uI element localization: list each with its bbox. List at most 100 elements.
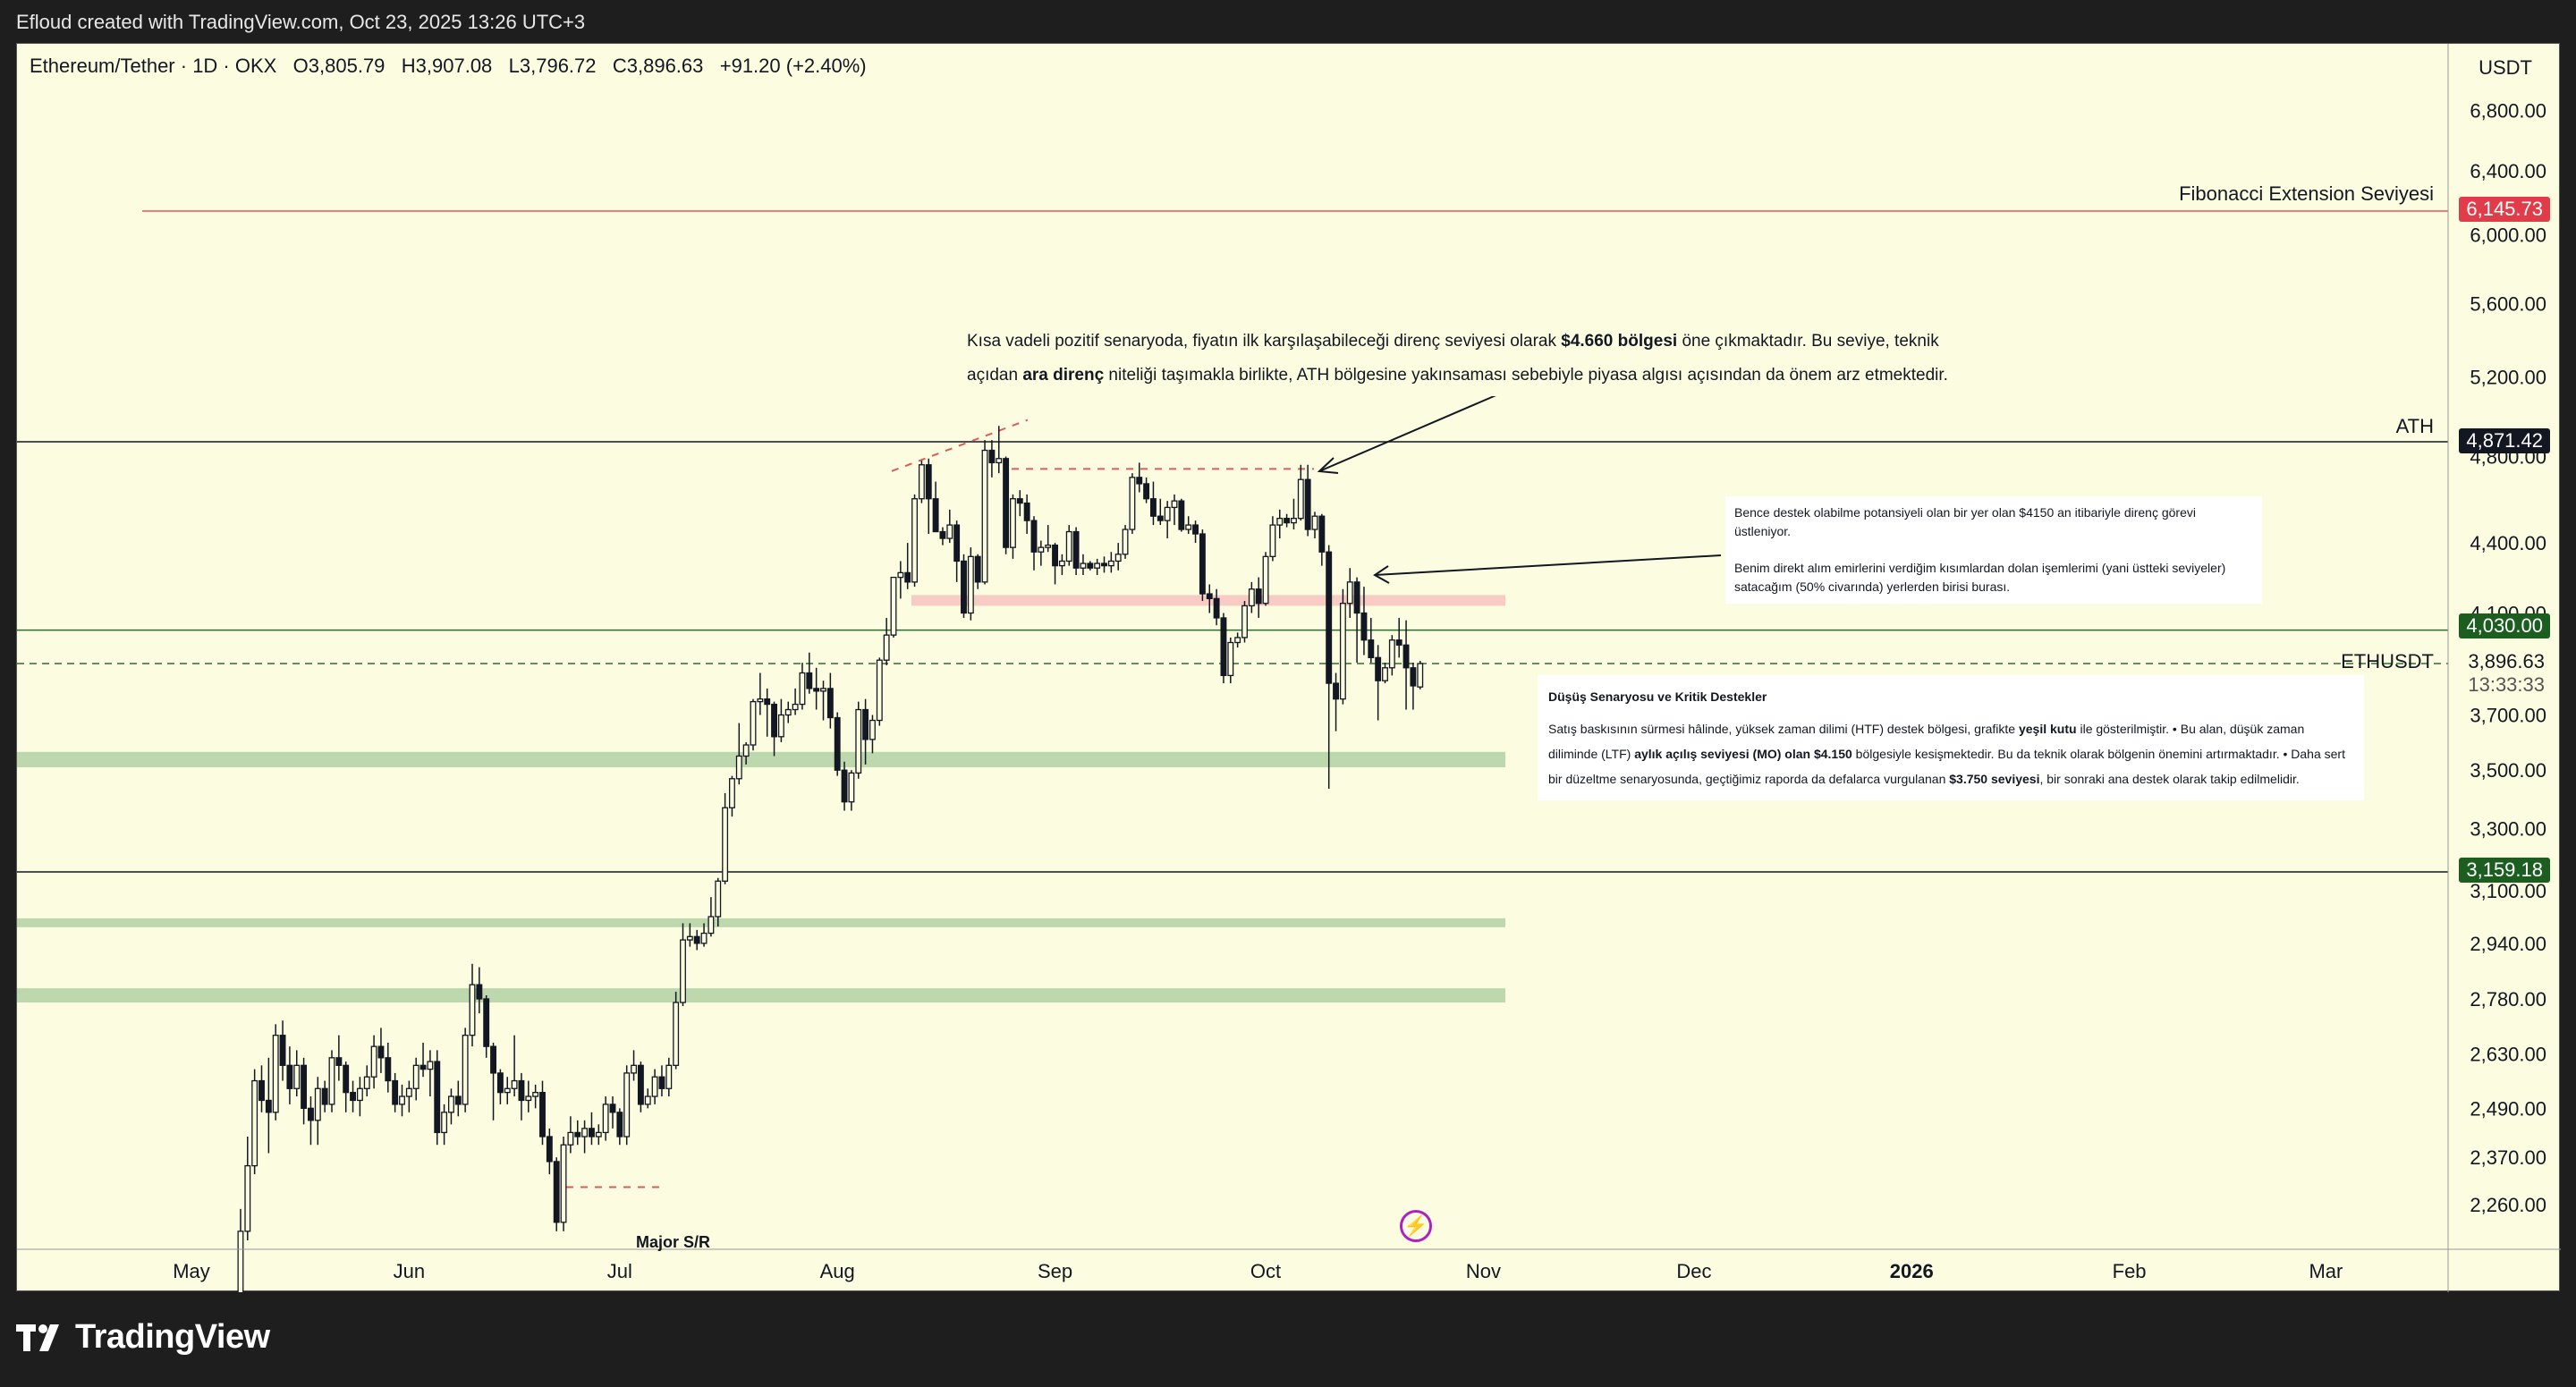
candle-body	[237, 1231, 244, 1292]
candle	[631, 1050, 637, 1081]
candle	[532, 1084, 539, 1109]
candle	[764, 688, 771, 737]
candle-body	[272, 1035, 279, 1113]
legend-open: O3,805.79	[292, 55, 386, 77]
attribution-text: Efloud created with TradingView.com, Oct…	[16, 11, 586, 33]
axes-layer: 2,260.00 2,370.00 2,490.00 2,630.00 2,780.00…	[17, 44, 2561, 1292]
candle-body	[1262, 555, 1269, 605]
candle	[848, 770, 855, 811]
candle-body	[820, 688, 826, 692]
candle-body	[981, 449, 988, 583]
candle-body	[602, 1104, 609, 1134]
tradingview-logo[interactable]: TradingView	[16, 1318, 270, 1357]
candle-body	[911, 498, 918, 583]
candle	[237, 1208, 244, 1292]
candle	[686, 923, 693, 947]
candle	[876, 657, 883, 726]
candle-body	[1038, 546, 1045, 553]
flash-icon[interactable]: ⚡	[1400, 1210, 1432, 1242]
candle-body	[589, 1128, 595, 1138]
candle	[771, 701, 777, 757]
candle-body	[1030, 520, 1038, 553]
candle	[939, 527, 946, 545]
candle-body	[328, 1057, 335, 1105]
candle	[729, 775, 735, 817]
price-tick-label: 3,500.00	[2470, 759, 2546, 782]
candle-body	[946, 524, 953, 539]
candle	[1023, 494, 1030, 535]
candle-body	[644, 1095, 651, 1105]
candle	[813, 667, 820, 710]
candle	[1178, 498, 1185, 532]
candle	[911, 494, 918, 588]
zone-support	[17, 988, 1505, 1002]
candle-body	[967, 555, 974, 614]
brand-name: TradingView	[75, 1318, 270, 1356]
candle-body	[1206, 593, 1213, 600]
candle-body	[742, 744, 750, 757]
candle-body	[1052, 544, 1058, 567]
candle-body	[680, 939, 686, 1003]
candle	[427, 1050, 434, 1097]
time-tick-label: Nov	[1466, 1260, 1501, 1282]
chart-pane[interactable]: 2,260.00 2,370.00 2,490.00 2,630.00 2,780.00…	[16, 43, 2561, 1292]
currency-label[interactable]: USDT	[2479, 56, 2532, 79]
current-price: 3,896.63	[2468, 650, 2545, 672]
candle-body	[1213, 597, 1220, 619]
candle-body	[307, 1107, 314, 1121]
time-tick-label: Mar	[2309, 1260, 2343, 1282]
candle-body	[855, 708, 862, 774]
candle	[1284, 513, 1291, 528]
candle	[1080, 554, 1087, 575]
price-tick-label: 5,600.00	[2470, 292, 2546, 315]
candle-body	[511, 1079, 518, 1089]
candle-body	[1003, 458, 1010, 548]
resistance-note[interactable]: Kısa vadeli pozitif senaryoda, fiyatın i…	[958, 321, 2006, 396]
price-tick-label: 2,260.00	[2470, 1194, 2546, 1216]
symbol-legend[interactable]: Ethereum/Tether · 1D · OKX O3,805.79 H3,…	[30, 55, 867, 78]
price-tick-label: 2,780.00	[2470, 988, 2546, 1011]
candle-body	[961, 560, 967, 614]
candlestick-chart[interactable]: 2,260.00 2,370.00 2,490.00 2,630.00 2,780.00…	[17, 44, 2561, 1292]
tradingview-logo-icon	[16, 1324, 59, 1351]
candle	[1129, 473, 1136, 535]
candle	[1010, 494, 1016, 559]
candle	[953, 520, 961, 582]
candle	[1185, 516, 1192, 535]
candle-body	[883, 634, 890, 661]
candle-body	[729, 778, 735, 808]
candle	[518, 1072, 525, 1121]
candle-body	[553, 1161, 560, 1223]
candle	[932, 481, 939, 533]
legend-symbol[interactable]: Ethereum/Tether · 1D · OKX	[30, 55, 277, 77]
candle-body	[876, 659, 883, 722]
candle	[961, 554, 967, 618]
candle-body	[1248, 588, 1255, 607]
candle	[708, 897, 715, 937]
candle	[855, 701, 862, 779]
time-tick-label: 2026	[1890, 1260, 1934, 1282]
candle	[974, 554, 981, 589]
support-resistance-note[interactable]: Bence destek olabilme potansiyeli olan b…	[1725, 496, 2262, 604]
candle-body	[258, 1079, 265, 1102]
candle-body	[441, 1112, 448, 1134]
candle	[665, 1057, 673, 1097]
candle-body	[1339, 603, 1346, 700]
candle	[483, 995, 490, 1058]
candle	[1311, 512, 1318, 539]
candle	[757, 672, 764, 715]
candle-body	[623, 1072, 631, 1138]
candle	[918, 461, 925, 503]
candle-body	[784, 708, 792, 716]
candle	[1101, 556, 1107, 573]
note1-arrowhead	[1317, 457, 1339, 474]
note1-bold-b: ara direnç	[1022, 366, 1105, 385]
note3-bold-a: yeşil kutu	[2018, 722, 2077, 736]
bearish-scenario-note[interactable]: Düşüş Senaryosu ve Kritik Destekler Satı…	[1538, 675, 2364, 800]
note1-text-b: öne çıkmaktadır. Bu seviye, teknik	[1677, 332, 1939, 351]
legend-low: L3,796.72	[508, 55, 597, 77]
time-tick-label: May	[173, 1260, 210, 1282]
candle-body	[693, 935, 700, 944]
candle-body	[932, 498, 939, 533]
candle-body	[1360, 612, 1368, 641]
